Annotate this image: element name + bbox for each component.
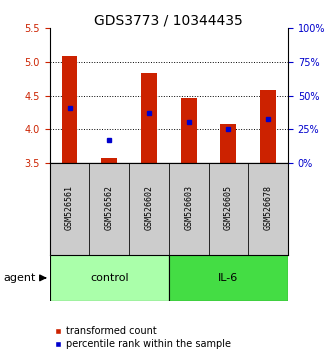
Bar bbox=[169, 163, 209, 255]
Bar bbox=[62, 56, 77, 163]
Bar bbox=[260, 90, 276, 163]
Text: agent: agent bbox=[3, 273, 36, 283]
Text: GSM526605: GSM526605 bbox=[224, 184, 233, 229]
Bar bbox=[129, 163, 169, 255]
Text: GSM526561: GSM526561 bbox=[65, 184, 74, 229]
Bar bbox=[220, 124, 236, 163]
Bar bbox=[141, 73, 157, 163]
Bar bbox=[89, 163, 129, 255]
Title: GDS3773 / 10344435: GDS3773 / 10344435 bbox=[94, 13, 243, 27]
Text: GSM526678: GSM526678 bbox=[263, 184, 273, 229]
Text: GSM526602: GSM526602 bbox=[144, 184, 154, 229]
Bar bbox=[101, 158, 117, 163]
Legend: transformed count, percentile rank within the sample: transformed count, percentile rank withi… bbox=[55, 326, 231, 349]
Bar bbox=[169, 255, 288, 301]
Text: GSM526603: GSM526603 bbox=[184, 184, 193, 229]
Bar bbox=[50, 163, 89, 255]
Bar bbox=[181, 98, 197, 163]
Text: IL-6: IL-6 bbox=[218, 273, 239, 283]
Bar bbox=[209, 163, 248, 255]
Bar bbox=[248, 163, 288, 255]
Text: GSM526562: GSM526562 bbox=[105, 184, 114, 229]
Bar bbox=[50, 255, 169, 301]
Text: control: control bbox=[90, 273, 128, 283]
